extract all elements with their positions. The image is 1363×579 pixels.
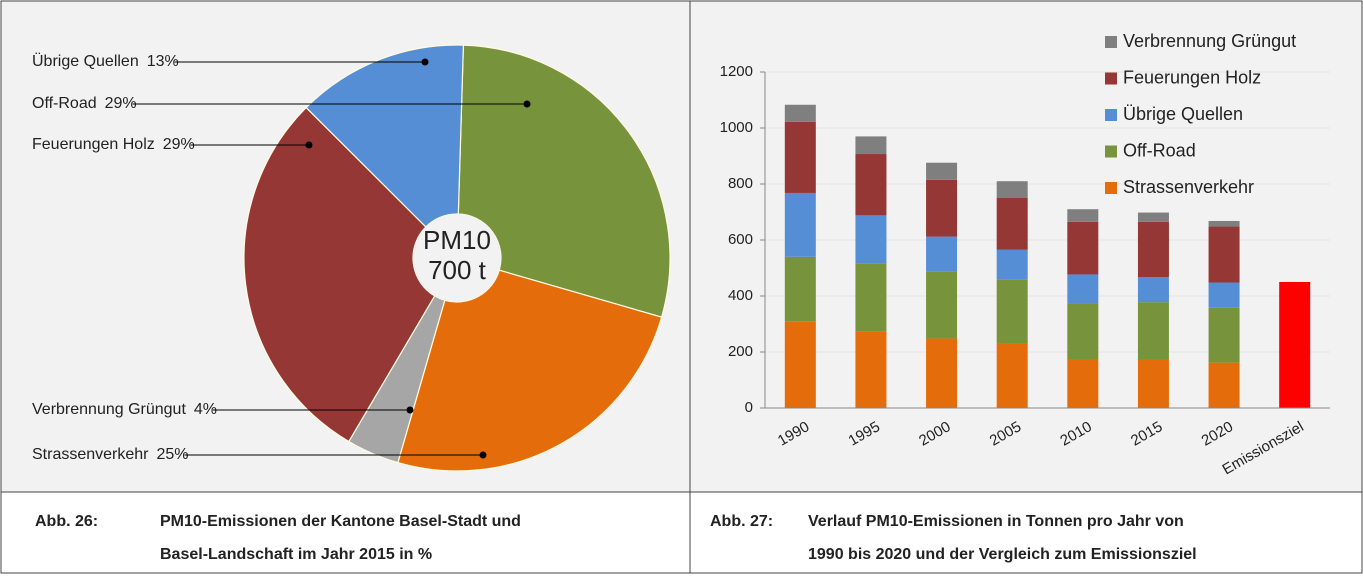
slice-value: 29%: [163, 136, 195, 153]
slice-label: Feuerungen Holz 29%: [32, 136, 195, 153]
bar-segment: [1137, 221, 1169, 278]
slice-value: 29%: [105, 95, 137, 112]
legend-label: Verbrennung Grüngut: [1123, 31, 1296, 51]
leader-dot: [305, 141, 313, 149]
target-bar: [1279, 282, 1311, 408]
slice-label: Übrige Quellen 13%: [32, 52, 179, 70]
slice-label: Off-Road 29%: [32, 95, 137, 112]
bar-segment: [784, 121, 816, 193]
legend-label: Off-Road: [1123, 140, 1196, 160]
bar-segment: [1067, 209, 1099, 222]
bar-segment: [1137, 359, 1169, 408]
bar-segment: [1208, 220, 1240, 227]
bar-segment: [1067, 274, 1099, 304]
bar-segment: [784, 192, 816, 257]
bar-segment: [855, 215, 887, 264]
slice-name: Feuerungen Holz: [32, 136, 155, 153]
bar-segment: [1208, 307, 1240, 363]
bar-segment: [855, 331, 887, 408]
caption-text: PM10-Emissionen der Kantone Basel-Stadt …: [160, 513, 521, 530]
bar-segment: [1067, 221, 1099, 275]
bar-segment: [1208, 282, 1240, 308]
bar-segment: [996, 181, 1028, 198]
caption-text: Verlauf PM10-Emissionen in Tonnen pro Ja…: [808, 513, 1184, 530]
caption-text: Basel-Landschaft im Jahr 2015 in %: [160, 546, 432, 563]
bar-segment: [1137, 302, 1169, 359]
bar-segment: [1137, 212, 1169, 222]
bar-segment: [926, 162, 958, 180]
caption-label: Abb. 27:: [710, 513, 773, 530]
bar-segment: [1208, 226, 1240, 283]
bar-segment: [855, 154, 887, 216]
bar-segment: [996, 279, 1028, 344]
y-tick-label: 800: [728, 175, 753, 192]
slice-name: Off-Road: [32, 95, 97, 112]
donut-hole: [413, 214, 501, 302]
legend-swatch: [1105, 72, 1117, 85]
bar-segment: [1067, 303, 1099, 359]
bar-segment: [926, 338, 958, 408]
bar-segment: [784, 104, 816, 122]
legend-label: Strassenverkehr: [1123, 177, 1254, 197]
bar-segment: [926, 236, 958, 272]
bar-segment: [784, 256, 816, 322]
leader-dot: [406, 406, 414, 414]
leader-dot: [421, 58, 429, 66]
slice-value: 13%: [147, 53, 179, 70]
bar-segment: [926, 271, 958, 339]
caption-label: Abb. 26:: [35, 513, 98, 530]
y-tick-label: 200: [728, 343, 753, 360]
y-tick-label: 0: [745, 399, 753, 416]
slice-label: Strassenverkehr 25%: [32, 446, 189, 463]
slice-name: Übrige Quellen: [32, 52, 139, 70]
bar-segment: [996, 249, 1028, 280]
bar-segment: [784, 321, 816, 408]
bar-segment: [1208, 362, 1240, 408]
slice-label: Verbrennung Grüngut 4%: [32, 401, 217, 418]
legend-swatch: [1105, 109, 1117, 121]
slice-name: Verbrennung Grüngut: [32, 401, 186, 418]
legend-swatch: [1105, 145, 1117, 158]
legend-swatch: [1105, 182, 1117, 194]
leader-dot: [523, 100, 531, 108]
leader-dot: [479, 451, 487, 459]
legend-swatch: [1105, 36, 1117, 48]
legend-label: Übrige Quellen: [1123, 104, 1243, 124]
y-tick-label: 400: [728, 287, 753, 304]
slice-value: 25%: [157, 446, 189, 463]
slice-name: Strassenverkehr: [32, 446, 149, 463]
y-tick-label: 600: [728, 231, 753, 248]
bar-segment: [855, 263, 887, 332]
bar-segment: [996, 198, 1028, 250]
bar-segment: [1067, 359, 1099, 408]
caption-text: 1990 bis 2020 und der Vergleich zum Emis…: [808, 546, 1197, 563]
slice-value: 4%: [194, 401, 217, 418]
y-tick-label: 1200: [720, 63, 753, 80]
center-label: 700 t: [428, 255, 487, 285]
center-label: PM10: [423, 225, 491, 255]
legend-label: Feuerungen Holz: [1123, 67, 1261, 87]
y-tick-label: 1000: [720, 119, 753, 136]
bar-segment: [1137, 277, 1169, 303]
bar-segment: [926, 179, 958, 237]
bar-segment: [996, 343, 1028, 408]
bar-segment: [855, 136, 887, 155]
